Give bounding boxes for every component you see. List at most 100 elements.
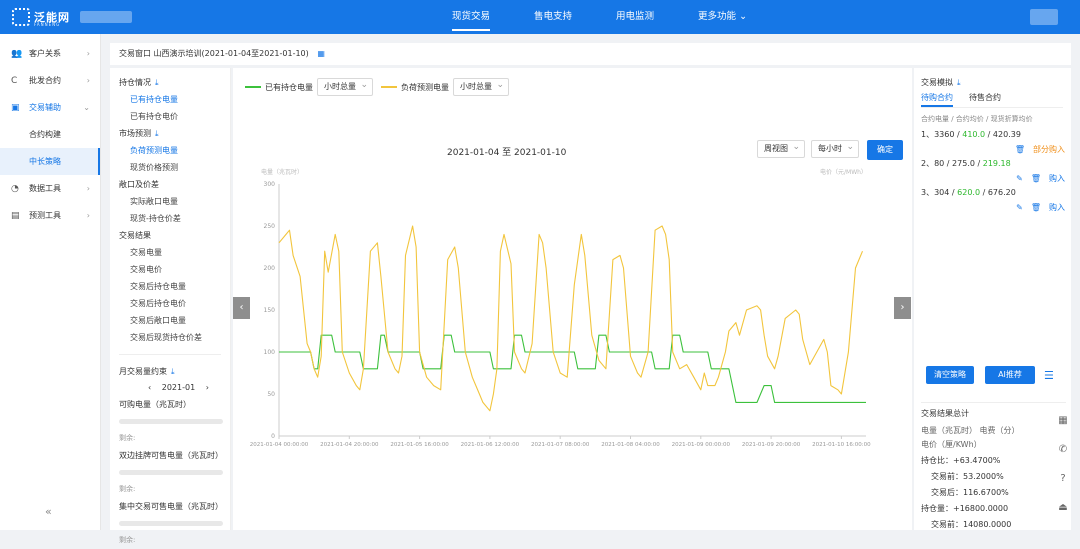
load-agg-select[interactable]: 小时总量 bbox=[453, 77, 509, 96]
y-tick-label: 250 bbox=[264, 223, 276, 230]
strategy-buttons: 清空策略 AI推荐 ☰ bbox=[926, 366, 1054, 384]
y-tick-label: 50 bbox=[267, 391, 275, 398]
next-month-button[interactable]: › bbox=[205, 383, 209, 392]
sidebar: 👥 客户关系 › C 批发合约 › ▣ 交易辅助 ⌄ 合约构建 中长策略 ◔ 数… bbox=[0, 34, 101, 530]
sidebar-item-label: 批发合约 bbox=[29, 76, 61, 85]
link-trade-qty[interactable]: 交易电量 bbox=[130, 248, 162, 257]
top-nav: 现货交易 售电支持 用电监测 更多功能 ⌄ bbox=[430, 0, 769, 34]
view-select[interactable]: 周视图 bbox=[757, 139, 805, 158]
download-icon[interactable]: ⤓ bbox=[155, 78, 159, 87]
remain-label: 剩余: bbox=[119, 536, 136, 544]
x-tick-label: 2021-01-08 04:00:00 bbox=[601, 442, 660, 448]
top-bar: 泛能网 FANNENG 现货交易 售电支持 用电监测 更多功能 ⌄ bbox=[0, 0, 1080, 34]
ai-recommend-button[interactable]: AI推荐 bbox=[985, 366, 1035, 384]
sidebar-item-customers[interactable]: 👥 客户关系 › bbox=[0, 40, 100, 67]
month-value: 2021-01 bbox=[161, 383, 196, 392]
download-icon[interactable]: ⤓ bbox=[957, 78, 961, 87]
sidebar-item-forecast-tools[interactable]: ▤ 预测工具 › bbox=[0, 202, 100, 229]
can-buy-label: 可购电量（兆瓦时） bbox=[119, 400, 191, 409]
x-tick-label: 2021-01-10 16:00:00 bbox=[812, 442, 871, 448]
contract-tabs: 待购合约 待售合约 bbox=[921, 90, 1063, 108]
order-actions: ✎ 🗑 购入 bbox=[921, 200, 1065, 214]
partial-buy-button[interactable]: 部分购入 bbox=[1033, 144, 1065, 154]
sidebar-item-trade-assist[interactable]: ▣ 交易辅助 ⌄ bbox=[0, 94, 100, 121]
edit-icon[interactable]: ✎ bbox=[1016, 173, 1023, 183]
section-exposure: 敞口及价差 bbox=[119, 180, 159, 189]
x-tick-label: 2021-01-06 12:00:00 bbox=[461, 442, 520, 448]
link-post-spread[interactable]: 交易后现货持仓价差 bbox=[130, 333, 202, 342]
collapse-sidebar-icon[interactable]: « bbox=[45, 505, 52, 518]
help-icon[interactable]: ? bbox=[1060, 473, 1066, 484]
qrcode-icon[interactable]: ▦ bbox=[1058, 415, 1068, 426]
nav-more[interactable]: 更多功能 ⌄ bbox=[698, 11, 748, 22]
calendar-icon[interactable]: ▦ bbox=[317, 49, 325, 58]
logo-mark-icon bbox=[12, 8, 30, 26]
nav-usage-monitor[interactable]: 用电监测 bbox=[616, 11, 655, 22]
link-trade-price[interactable]: 交易电价 bbox=[130, 265, 162, 274]
confirm-button[interactable]: 确定 bbox=[867, 140, 903, 160]
summary-columns: 电量（兆瓦时） 电费（分） bbox=[921, 426, 1020, 435]
back-to-top-icon[interactable]: ⏏ bbox=[1058, 502, 1068, 513]
x-tick-label: 2021-01-09 20:00:00 bbox=[742, 442, 801, 448]
link-post-hold-price[interactable]: 交易后持仓电价 bbox=[130, 299, 186, 308]
phone-icon[interactable]: ✆ bbox=[1058, 444, 1068, 455]
chevron-right-icon: › bbox=[86, 184, 90, 193]
remain-label: 剩余: bbox=[119, 485, 136, 493]
chart-next-button[interactable]: › bbox=[894, 297, 911, 319]
chart-controls: 周视图 每小时 确定 bbox=[753, 139, 903, 160]
y-tick-label: 100 bbox=[264, 349, 276, 356]
trade-assist-icon: ▣ bbox=[11, 102, 20, 113]
link-spot-price-forecast[interactable]: 现货价格预测 bbox=[130, 163, 178, 172]
delete-icon[interactable]: 🗑 bbox=[1030, 202, 1041, 212]
x-tick-label: 2021-01-07 08:00:00 bbox=[531, 442, 590, 448]
refresh-icon: C bbox=[11, 75, 18, 86]
link-held-price[interactable]: 已有持仓电价 bbox=[130, 112, 178, 121]
held-agg-select[interactable]: 小时总量 bbox=[317, 77, 373, 96]
link-actual-exposure[interactable]: 实际敞口电量 bbox=[130, 197, 178, 206]
delete-icon[interactable]: 🗑 bbox=[1030, 173, 1041, 183]
download-icon[interactable]: ⤓ bbox=[171, 367, 175, 376]
x-tick-label: 2021-01-09 00:00:00 bbox=[672, 442, 731, 448]
prev-month-button[interactable]: ‹ bbox=[148, 383, 152, 392]
download-icon[interactable]: ⤓ bbox=[155, 129, 159, 138]
list-icon[interactable]: ☰ bbox=[1044, 368, 1054, 382]
chevron-right-icon: › bbox=[86, 49, 90, 58]
bilateral-label: 双边挂牌可售电量（兆瓦时） bbox=[119, 451, 223, 460]
chart-title: 2021-01-04 至 2021-01-10 bbox=[447, 148, 567, 158]
link-post-exposure[interactable]: 交易后敞口电量 bbox=[130, 316, 186, 325]
sidebar-item-label: 数据工具 bbox=[29, 184, 61, 193]
bilateral-bar bbox=[119, 470, 223, 475]
sidebar-item-wholesale[interactable]: C 批发合约 › bbox=[0, 67, 100, 94]
sidebar-item-data-tools[interactable]: ◔ 数据工具 › bbox=[0, 175, 100, 202]
logo[interactable]: 泛能网 FANNENG bbox=[12, 8, 132, 27]
x-tick-label: 2021-01-04 00:00:00 bbox=[250, 442, 309, 448]
clear-strategy-button[interactable]: 清空策略 bbox=[926, 366, 974, 384]
link-spot-hold-spread[interactable]: 现货-持仓价差 bbox=[130, 214, 181, 223]
y-tick-label: 200 bbox=[264, 265, 276, 272]
hold-ratio: 持仓比：+63.4700% bbox=[921, 456, 1001, 465]
buy-button[interactable]: 购入 bbox=[1049, 202, 1065, 212]
sidebar-sub-mid-long-strategy[interactable]: 中长策略 bbox=[0, 148, 100, 175]
chart-prev-button[interactable]: ‹ bbox=[233, 297, 250, 319]
link-post-hold-qty[interactable]: 交易后持仓电量 bbox=[130, 282, 186, 291]
hold-ratio-before: 交易前：53.2000% bbox=[931, 472, 1004, 481]
granularity-select[interactable]: 每小时 bbox=[811, 139, 859, 158]
hold-ratio-after: 交易后：116.6700% bbox=[931, 488, 1009, 497]
tab-to-sell[interactable]: 待售合约 bbox=[969, 93, 1001, 102]
buy-button[interactable]: 购入 bbox=[1049, 173, 1065, 183]
right-panel: 交易模拟 ⤓ 待购合约 待售合约 合约电量 / 合约均价 / 现货折算均价 1、3… bbox=[914, 68, 1071, 530]
summary-unit: 电价（厘/KWh） bbox=[921, 440, 982, 449]
link-held-quantity[interactable]: 已有持仓电量 bbox=[130, 95, 178, 104]
nav-spot-trading[interactable]: 现货交易 bbox=[430, 0, 512, 34]
sidebar-sub-contract-build[interactable]: 合约构建 bbox=[29, 130, 61, 139]
order-row: 3、304 / 620.0 / 676.20 bbox=[921, 188, 1016, 197]
x-tick-label: 2021-01-04 20:00:00 bbox=[320, 442, 379, 448]
delete-icon[interactable]: 🗑 bbox=[1014, 144, 1025, 154]
link-load-forecast[interactable]: 负荷预测电量 bbox=[130, 146, 178, 155]
edit-icon[interactable]: ✎ bbox=[1016, 202, 1023, 212]
sidebar-item-label: 预测工具 bbox=[29, 211, 61, 220]
nav-sales-support[interactable]: 售电支持 bbox=[534, 11, 573, 22]
tab-to-buy[interactable]: 待购合约 bbox=[921, 90, 953, 107]
trade-sim-title: 交易模拟 ⤓ bbox=[921, 78, 961, 87]
user-avatar[interactable] bbox=[1030, 9, 1058, 25]
